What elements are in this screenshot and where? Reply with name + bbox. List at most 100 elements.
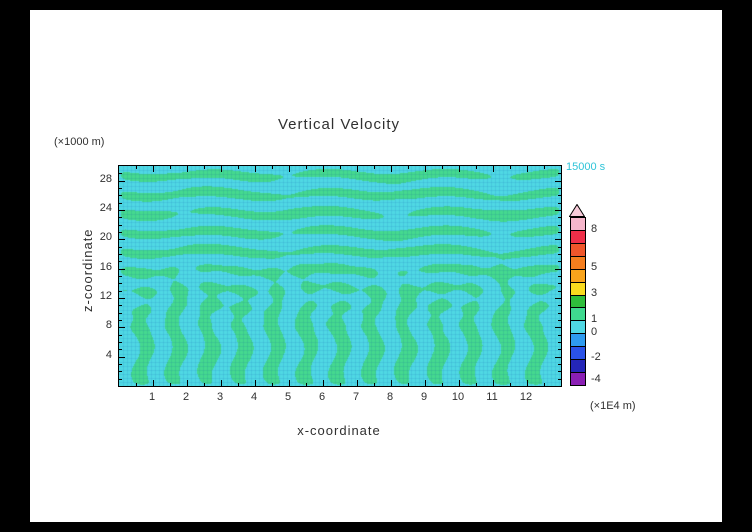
axis-tick	[187, 166, 188, 172]
axis-tick	[357, 380, 358, 386]
axis-tick	[527, 166, 528, 172]
axis-tick	[323, 166, 324, 172]
axis-tick	[558, 261, 561, 263]
axis-tick	[272, 166, 273, 169]
axis-tick	[408, 383, 409, 386]
colorbar-segment	[571, 359, 585, 373]
axis-tick	[558, 188, 561, 189]
axis-tick	[558, 312, 561, 314]
axis-tick	[119, 364, 122, 365]
axis-tick	[510, 166, 511, 169]
axis-tick	[119, 320, 122, 321]
axis-tick	[119, 349, 122, 351]
axis-tick	[558, 371, 561, 373]
axis-tick	[153, 166, 154, 172]
x-tick-label: 3	[216, 391, 224, 403]
axis-tick	[272, 383, 273, 386]
axis-tick	[558, 217, 561, 219]
axis-tick	[558, 320, 561, 321]
axis-tick	[442, 166, 443, 169]
axis-tick	[221, 166, 222, 172]
colorbar-label: 0	[591, 325, 598, 338]
axis-tick	[119, 195, 122, 197]
axis-tick	[425, 166, 426, 172]
colorbar	[570, 217, 586, 386]
axis-tick	[170, 166, 171, 169]
colorbar-segment	[571, 307, 585, 321]
axis-tick	[558, 246, 561, 248]
x-tick-label: 7	[352, 391, 360, 403]
colorbar-segment	[571, 229, 585, 243]
axis-tick	[289, 166, 290, 172]
axis-tick	[119, 290, 122, 292]
axis-tick	[136, 166, 137, 169]
axis-tick	[119, 180, 125, 182]
axis-tick	[558, 173, 561, 175]
y-tick-label: 12	[99, 290, 112, 302]
y-tick-label: 8	[105, 319, 112, 332]
axis-tick	[459, 166, 460, 172]
axis-tick	[357, 166, 358, 172]
axis-tick	[340, 166, 341, 169]
axis-tick	[425, 380, 426, 386]
y-tick-label: 24	[99, 202, 112, 214]
axis-tick	[558, 232, 561, 233]
axis-tick	[119, 276, 122, 277]
axis-tick	[493, 166, 494, 172]
axis-tick	[476, 383, 477, 386]
axis-tick	[119, 210, 125, 211]
y-axis-unit-label: (×1000 m)	[54, 136, 105, 148]
plot-area	[118, 165, 562, 387]
colorbar-label: 3	[591, 287, 598, 300]
colorbar-segment	[571, 255, 585, 269]
x-tick-label: 11	[486, 391, 498, 403]
colorbar-segment	[571, 372, 585, 385]
axis-tick	[119, 378, 122, 380]
axis-tick	[170, 383, 171, 386]
axis-tick	[374, 383, 375, 386]
x-tick-label: 8	[386, 391, 394, 403]
colorbar-segment	[571, 294, 585, 308]
axis-tick	[255, 380, 256, 386]
colorbar-label: -2	[591, 351, 601, 364]
axis-tick	[221, 380, 222, 386]
axis-tick	[558, 349, 561, 351]
colorbar-arrow-icon	[569, 204, 585, 217]
axis-tick	[558, 290, 561, 292]
axis-tick	[204, 383, 205, 386]
x-tick-label: 12	[519, 391, 533, 403]
axis-tick	[153, 380, 154, 386]
axis-tick	[558, 364, 561, 365]
colorbar-segment	[571, 320, 585, 334]
axis-tick	[119, 371, 122, 373]
axis-tick	[558, 254, 561, 255]
axis-tick	[119, 342, 122, 343]
y-tick-label: 20	[99, 231, 112, 244]
axis-tick	[558, 276, 561, 277]
axis-tick	[558, 378, 561, 380]
colorbar-segment	[571, 346, 585, 360]
contour-canvas	[119, 166, 561, 386]
x-tick-label: 9	[420, 391, 428, 403]
x-axis-unit-label: (×1E4 m)	[590, 400, 636, 412]
axis-tick	[119, 305, 122, 307]
colorbar-arrow-shape	[569, 204, 585, 217]
colorbar-label: 1	[591, 312, 598, 325]
axis-tick	[544, 166, 545, 169]
x-axis-title: x-coordinate	[297, 423, 381, 438]
axis-tick	[238, 383, 239, 386]
axis-tick	[555, 356, 561, 358]
axis-tick	[442, 383, 443, 386]
axis-tick	[391, 166, 392, 172]
axis-tick	[510, 383, 511, 386]
colorbar-label: -4	[591, 373, 601, 386]
axis-tick	[119, 261, 122, 263]
axis-tick	[558, 342, 561, 343]
axis-tick	[119, 202, 122, 204]
axis-tick	[544, 383, 545, 386]
axis-tick	[119, 298, 125, 299]
y-tick-label: 4	[105, 348, 112, 361]
time-annotation: 15000 s	[566, 161, 606, 173]
